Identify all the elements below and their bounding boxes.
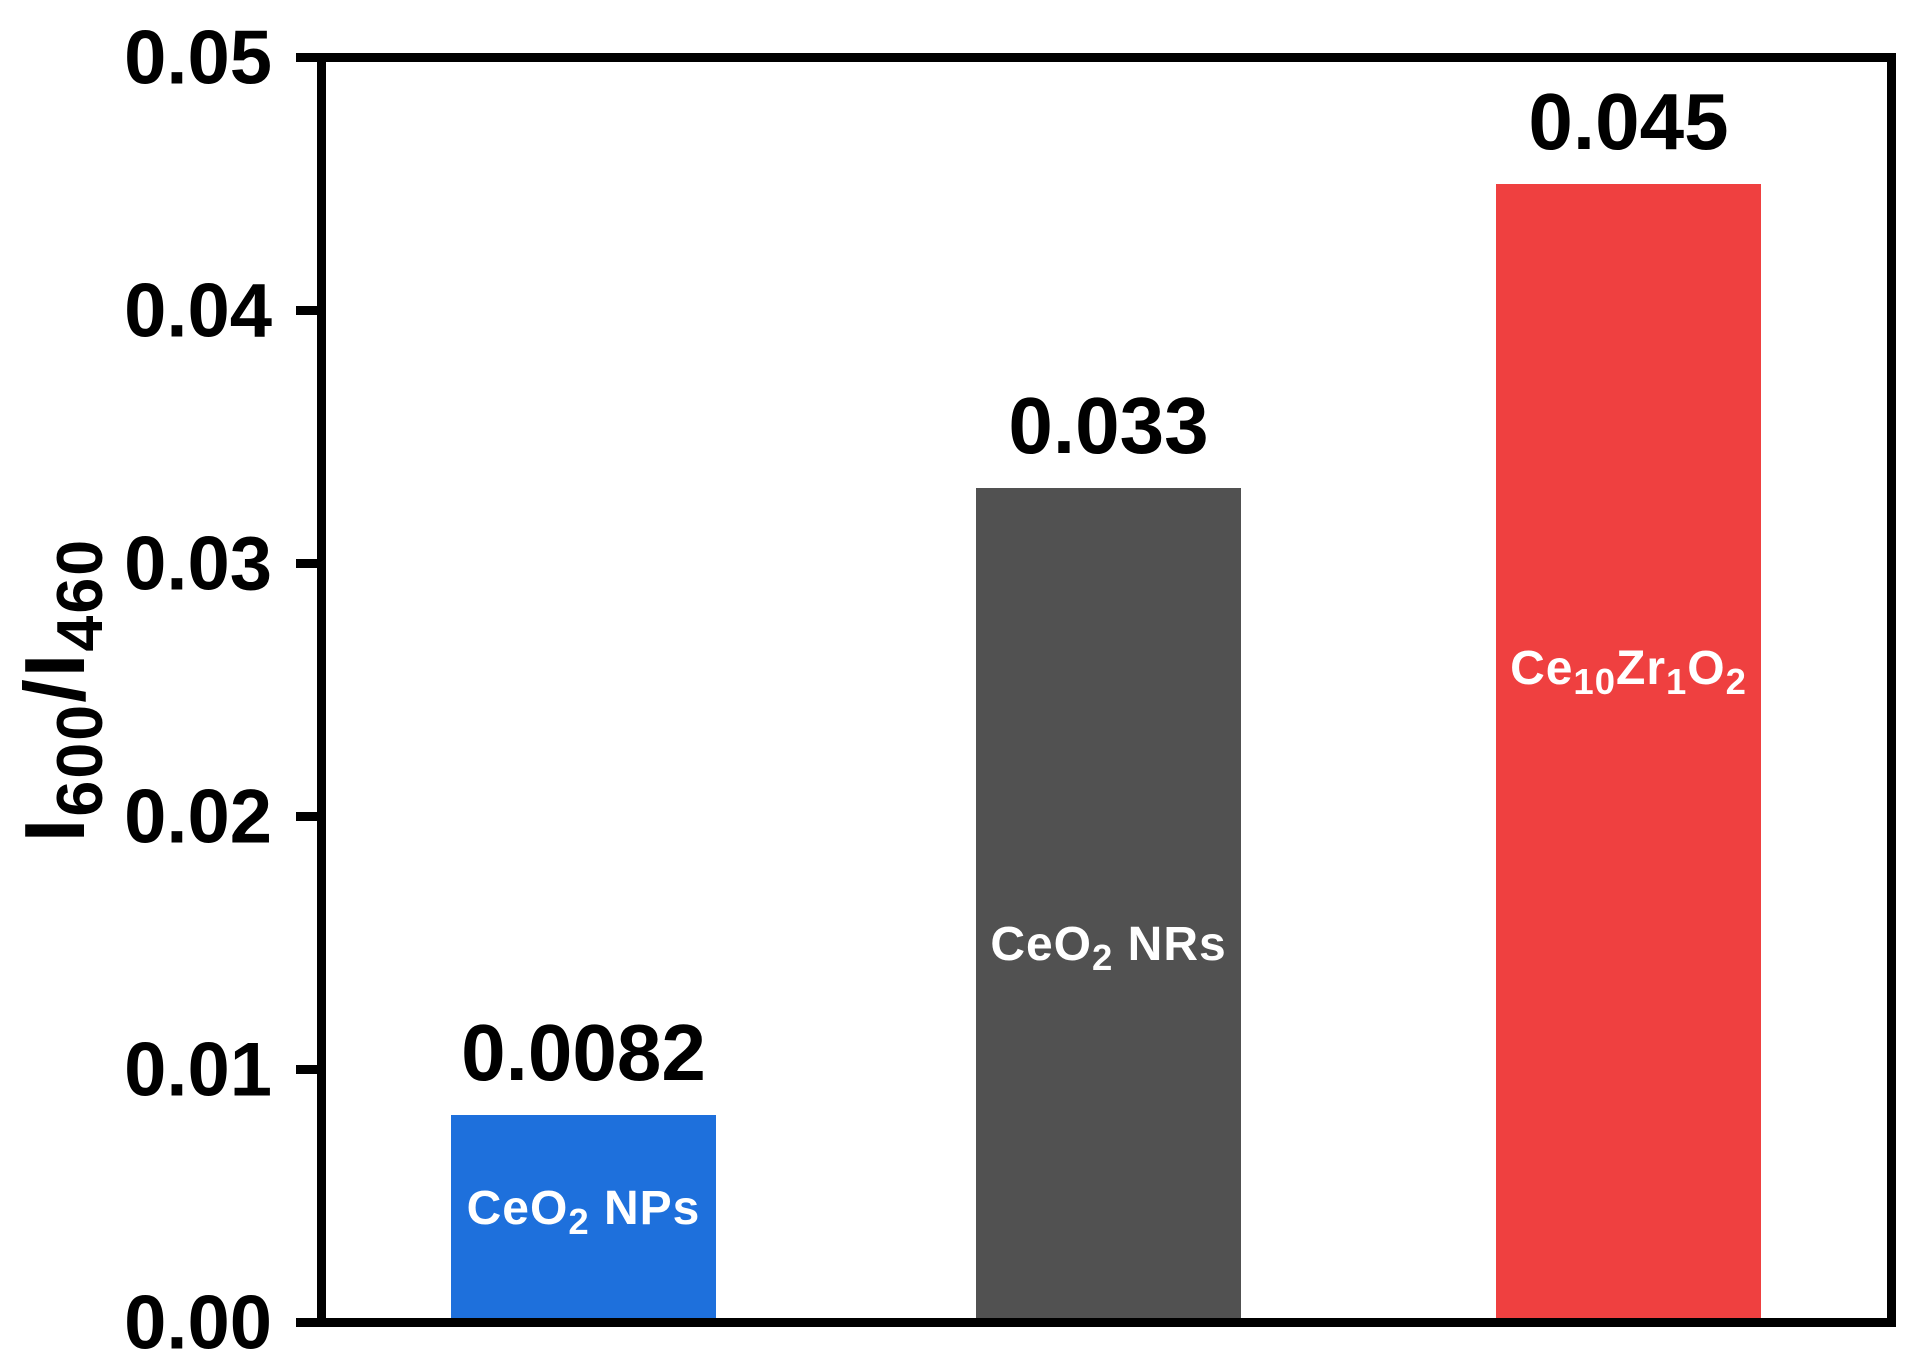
subscript-text: 2 [1725, 661, 1747, 703]
subscript-text: 1 [1666, 661, 1688, 703]
y-tick [296, 559, 318, 568]
text-segment: Ce [1510, 641, 1574, 695]
bar-label: CeO2 NPs [467, 1181, 701, 1243]
text-segment: /I [7, 651, 103, 703]
text-segment: NRs [1113, 917, 1227, 971]
bar-value-label: 0.0082 [461, 1008, 706, 1098]
bar-ce10zr1o2 [1496, 184, 1761, 1318]
y-tick-label: 0.04 [124, 268, 272, 353]
bar-ceo2-nrs [976, 487, 1241, 1318]
bar-ceo2-nps [451, 1115, 716, 1318]
y-tick-label: 0.02 [124, 774, 272, 859]
subscript-text: 2 [1092, 937, 1114, 979]
bar-label: CeO2 NRs [990, 917, 1226, 979]
text-segment: NPs [589, 1181, 701, 1235]
text-segment: CeO [990, 917, 1093, 971]
y-tick [296, 306, 318, 315]
y-tick [296, 1318, 318, 1327]
y-tick [296, 53, 318, 62]
subscript-text: 2 [568, 1201, 590, 1243]
y-tick-label: 0.03 [124, 521, 272, 606]
bar-value-label: 0.045 [1528, 77, 1729, 166]
y-tick-label: 0.00 [124, 1280, 272, 1365]
text-segment: CeO [466, 1181, 569, 1235]
y-tick [296, 812, 318, 821]
text-segment: O [1687, 641, 1726, 695]
bar-label: Ce10Zr1O2 [1510, 641, 1747, 703]
subscript-text: 10 [1573, 661, 1616, 703]
text-segment: Zr [1616, 641, 1666, 695]
y-tick [296, 1065, 318, 1074]
y-tick-label: 0.01 [124, 1027, 272, 1112]
y-tick-label: 0.05 [124, 15, 272, 100]
bar-value-label: 0.033 [1008, 380, 1209, 470]
